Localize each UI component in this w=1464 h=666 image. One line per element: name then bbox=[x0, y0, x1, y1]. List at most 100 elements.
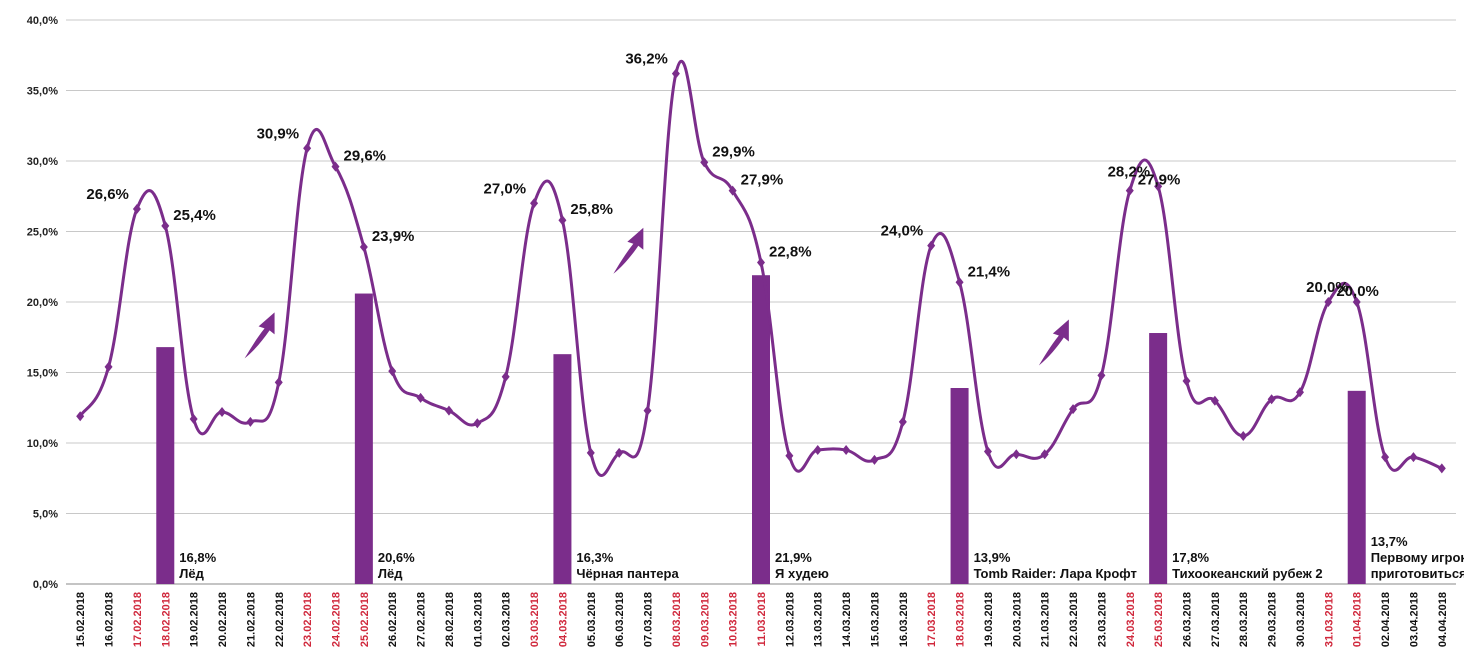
bar-value-label: 16,8% bbox=[179, 550, 216, 565]
x-tick-label: 15.02.2018 bbox=[75, 592, 87, 647]
x-tick-label: 31.03.2018 bbox=[1323, 592, 1335, 647]
x-tick-label: 19.03.2018 bbox=[983, 592, 995, 647]
data-point bbox=[1239, 430, 1248, 441]
point-value-label: 27,9% bbox=[741, 172, 784, 189]
x-tick-label: 02.03.2018 bbox=[501, 592, 513, 647]
data-point bbox=[1267, 394, 1276, 405]
x-tick-label: 28.03.2018 bbox=[1238, 592, 1250, 647]
data-point bbox=[246, 416, 255, 427]
x-tick-label: 04.03.2018 bbox=[557, 592, 569, 647]
x-tick-label: 01.04.2018 bbox=[1352, 592, 1364, 647]
bar-value-label: 21,9% bbox=[775, 550, 812, 565]
x-tick-label: 30.03.2018 bbox=[1295, 592, 1307, 647]
x-tick-label: 21.03.2018 bbox=[1040, 592, 1052, 647]
data-point bbox=[1069, 404, 1078, 415]
x-tick-label: 16.02.2018 bbox=[104, 592, 116, 647]
bar-value-label: 20,6% bbox=[378, 550, 415, 565]
x-tick-label: 08.03.2018 bbox=[671, 592, 683, 647]
data-point bbox=[586, 447, 595, 458]
data-point bbox=[303, 143, 312, 154]
bar-value-label: 16,3% bbox=[576, 550, 613, 565]
x-tick-label: 10.03.2018 bbox=[728, 592, 740, 647]
x-tick-label: 18.02.2018 bbox=[160, 592, 172, 647]
y-tick-label: 30,0% bbox=[27, 156, 58, 168]
point-value-label: 27,0% bbox=[484, 180, 527, 197]
bar-value-label: 13,9% bbox=[974, 550, 1011, 565]
bar-film-label: Tomb Raider: Лара Крофт bbox=[974, 566, 1137, 581]
x-tick-label: 25.02.2018 bbox=[359, 592, 371, 647]
data-point bbox=[1040, 449, 1049, 460]
data-point bbox=[1324, 297, 1333, 307]
point-value-label: 30,9% bbox=[257, 125, 300, 142]
point-value-label: 29,6% bbox=[343, 148, 386, 165]
x-tick-label: 23.03.2018 bbox=[1096, 592, 1108, 647]
bar bbox=[1149, 333, 1168, 584]
x-tick-label: 04.04.2018 bbox=[1437, 592, 1449, 647]
point-value-label: 20,0% bbox=[1336, 283, 1379, 300]
bar bbox=[354, 293, 373, 584]
x-tick-label: 29.03.2018 bbox=[1267, 592, 1279, 647]
bar-film-label: Тихоокеанский рубеж 2 bbox=[1172, 566, 1323, 581]
x-tick-label: 23.02.2018 bbox=[302, 592, 314, 647]
data-point bbox=[104, 361, 113, 372]
data-point bbox=[643, 405, 652, 416]
trend-arrow-icon bbox=[613, 227, 644, 274]
bar-film-label: Лёд bbox=[179, 566, 204, 581]
x-tick-label: 11.03.2018 bbox=[756, 592, 768, 646]
x-tick-label: 17.03.2018 bbox=[926, 592, 938, 647]
data-point bbox=[813, 445, 822, 456]
point-value-label: 36,2% bbox=[625, 51, 668, 68]
data-point bbox=[473, 418, 482, 429]
data-point bbox=[1381, 452, 1390, 463]
data-point bbox=[757, 257, 765, 268]
data-point bbox=[1437, 463, 1446, 474]
x-tick-label: 20.02.2018 bbox=[217, 592, 229, 647]
data-point bbox=[161, 220, 170, 231]
bar-film-label: Я худею bbox=[775, 566, 829, 581]
x-tick-label: 22.03.2018 bbox=[1068, 592, 1080, 647]
data-point bbox=[700, 157, 709, 168]
y-tick-label: 5,0% bbox=[33, 509, 58, 521]
data-point bbox=[927, 240, 936, 251]
x-tick-label: 28.02.2018 bbox=[444, 592, 456, 647]
data-point bbox=[1125, 185, 1134, 196]
data-point bbox=[558, 215, 567, 226]
trend-arrow-icon bbox=[1038, 319, 1069, 366]
point-value-label: 25,4% bbox=[173, 207, 216, 224]
data-point bbox=[444, 405, 453, 416]
x-tick-label: 26.02.2018 bbox=[387, 592, 399, 647]
point-value-label: 28,2% bbox=[1108, 163, 1151, 180]
x-axis-ticks: 15.02.2018 16.02.2018 17.02.2018 18.02.2018… bbox=[75, 592, 1449, 647]
data-point bbox=[785, 450, 794, 461]
bar-value-label: 13,7% bbox=[1371, 534, 1408, 549]
bar-film-label: Первому игроку bbox=[1371, 550, 1464, 565]
x-tick-label: 19.02.2018 bbox=[189, 592, 201, 647]
data-point bbox=[218, 406, 227, 417]
y-tick-label: 25,0% bbox=[27, 227, 58, 239]
data-point bbox=[983, 446, 992, 457]
point-value-label: 23,9% bbox=[372, 228, 415, 245]
x-tick-label: 27.02.2018 bbox=[416, 592, 428, 647]
data-point bbox=[898, 416, 907, 427]
arrow-shape bbox=[244, 312, 275, 359]
x-tick-label: 14.03.2018 bbox=[841, 592, 853, 647]
data-point bbox=[1210, 395, 1219, 406]
y-tick-label: 15,0% bbox=[27, 368, 58, 380]
point-value-label: 29,9% bbox=[712, 143, 755, 160]
point-value-label: 24,0% bbox=[881, 223, 924, 240]
data-point bbox=[1154, 181, 1163, 192]
y-tick-label: 20,0% bbox=[27, 297, 58, 309]
arrow-shape bbox=[1038, 319, 1069, 366]
point-value-label: 26,6% bbox=[86, 186, 129, 203]
data-point bbox=[671, 68, 680, 79]
x-tick-label: 07.03.2018 bbox=[643, 592, 655, 647]
point-value-label: 25,8% bbox=[570, 201, 613, 218]
x-tick-label: 06.03.2018 bbox=[614, 592, 626, 647]
bar bbox=[553, 354, 572, 584]
data-point bbox=[388, 366, 397, 377]
trend-arrows bbox=[244, 227, 1069, 366]
data-point bbox=[1182, 375, 1191, 386]
x-tick-label: 27.03.2018 bbox=[1210, 592, 1222, 647]
